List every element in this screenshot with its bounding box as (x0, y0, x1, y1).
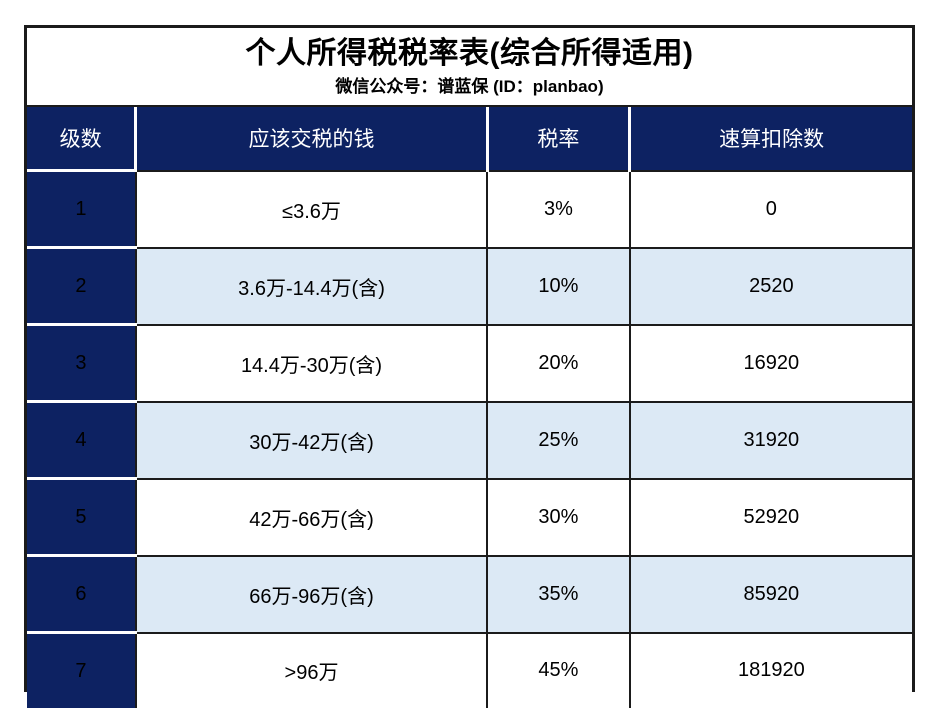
table-row: 6 66万-96万(含) 35% 85920 (27, 554, 912, 634)
title-block: 个人所得税税率表(综合所得适用) 微信公众号：谱蓝保 (ID：planbao) (27, 28, 912, 107)
tax-rate-table: 级数 应该交税的钱 税率 速算扣除数 1 ≤3.6万 3% 0 2 3.6万-1… (27, 107, 912, 708)
header-row: 级数 应该交税的钱 税率 速算扣除数 (27, 107, 912, 172)
table-row: 2 3.6万-14.4万(含) 10% 2520 (27, 246, 912, 326)
level-cell: 6 (27, 554, 137, 634)
deduction-cell: 0 (628, 169, 912, 249)
rate-cell: 10% (486, 246, 631, 326)
income-cell: 42万-66万(含) (134, 477, 489, 557)
income-cell: >96万 (134, 631, 489, 708)
header-deduction: 速算扣除数 (628, 107, 912, 172)
header-rate: 税率 (485, 107, 632, 172)
table-row: 1 ≤3.6万 3% 0 (27, 169, 912, 249)
level-cell: 5 (27, 477, 137, 557)
rate-cell: 25% (486, 400, 631, 480)
rate-cell: 3% (486, 169, 631, 249)
page-subtitle: 微信公众号：谱蓝保 (ID：planbao) (335, 76, 604, 96)
rate-cell: 45% (486, 631, 631, 708)
income-cell: 3.6万-14.4万(含) (134, 246, 489, 326)
table-row: 3 14.4万-30万(含) 20% 16920 (27, 323, 912, 403)
income-cell: ≤3.6万 (134, 169, 489, 249)
page-title: 个人所得税税率表(综合所得适用) (245, 36, 694, 70)
income-cell: 14.4万-30万(含) (134, 323, 489, 403)
rate-cell: 20% (486, 323, 631, 403)
deduction-cell: 2520 (628, 246, 912, 326)
income-cell: 66万-96万(含) (134, 554, 489, 634)
table-row: 4 30万-42万(含) 25% 31920 (27, 400, 912, 480)
deduction-cell: 16920 (628, 323, 912, 403)
header-level: 级数 (27, 107, 138, 172)
level-cell: 2 (27, 246, 137, 326)
tax-table-card: 个人所得税税率表(综合所得适用) 微信公众号：谱蓝保 (ID：planbao) … (24, 25, 915, 708)
deduction-cell: 52920 (628, 477, 912, 557)
level-cell: 7 (27, 631, 137, 708)
level-cell: 4 (27, 400, 137, 480)
table-row: 5 42万-66万(含) 30% 52920 (27, 477, 912, 557)
deduction-cell: 181920 (628, 631, 912, 708)
header-income: 应该交税的钱 (134, 107, 489, 172)
rate-cell: 35% (486, 554, 631, 634)
deduction-cell: 31920 (628, 400, 912, 480)
rate-cell: 30% (486, 477, 631, 557)
level-cell: 1 (27, 169, 137, 249)
income-cell: 30万-42万(含) (134, 400, 489, 480)
level-cell: 3 (27, 323, 137, 403)
table-row: 7 >96万 45% 181920 (27, 631, 912, 708)
deduction-cell: 85920 (628, 554, 912, 634)
